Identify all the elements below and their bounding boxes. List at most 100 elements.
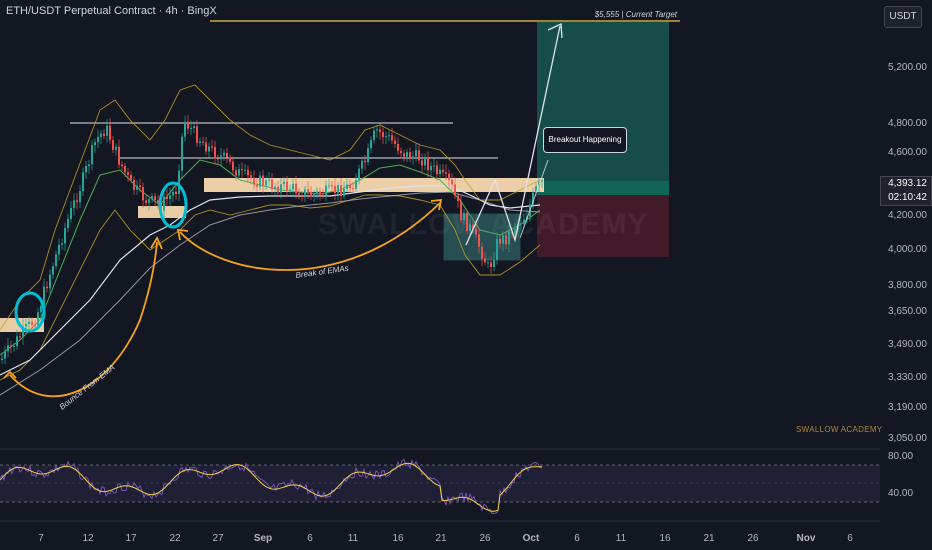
candle-body xyxy=(223,152,225,156)
time-tick: 11 xyxy=(348,533,359,544)
candle-body xyxy=(328,185,330,187)
candle-body xyxy=(418,150,420,161)
candle-body xyxy=(247,169,249,176)
candle-body xyxy=(97,136,99,143)
candle-body xyxy=(13,345,15,347)
candle-body xyxy=(394,140,396,144)
candle-body xyxy=(52,266,54,275)
time-tick: 21 xyxy=(703,533,715,544)
candle-body xyxy=(505,235,507,245)
candle-body xyxy=(4,351,6,359)
candle-body xyxy=(199,141,201,143)
price-tick: 4,000.00 xyxy=(888,244,927,255)
candle-body xyxy=(409,152,411,159)
candle-body xyxy=(439,169,441,175)
candle-body xyxy=(460,200,462,221)
rsi-line xyxy=(0,458,543,515)
candle-body xyxy=(355,179,357,189)
candle-body xyxy=(334,185,336,194)
candle-body xyxy=(241,169,243,171)
time-tick: 6 xyxy=(847,533,853,544)
candle-body xyxy=(316,191,318,195)
candle-body xyxy=(229,157,231,162)
candle-body xyxy=(109,125,111,141)
ema-slow xyxy=(0,185,541,376)
price-tick: 3,190.00 xyxy=(888,402,927,413)
candle-body xyxy=(502,235,504,244)
candle-body xyxy=(226,152,228,158)
candle-body xyxy=(286,181,288,191)
candle-body xyxy=(472,224,474,229)
stop-loss-zone xyxy=(537,195,669,257)
candle-body xyxy=(319,191,321,195)
candle-body xyxy=(106,125,108,136)
candle-body xyxy=(67,218,69,228)
candle-body xyxy=(493,259,495,267)
bollinger-upper xyxy=(0,84,541,331)
time-tick: 12 xyxy=(82,533,94,544)
candle-body xyxy=(157,200,159,204)
rsi-tick-80: 80.00 xyxy=(888,451,913,462)
candle-body xyxy=(262,175,264,186)
price-tick: 3,800.00 xyxy=(888,280,927,291)
candle-body xyxy=(37,312,39,326)
candle-body xyxy=(181,136,183,171)
currency-button[interactable]: USDT xyxy=(884,6,922,28)
candle-body xyxy=(151,196,153,200)
candle-body xyxy=(436,165,438,175)
price-tick: 3,050.00 xyxy=(888,433,927,444)
highlight-ring-1 xyxy=(14,291,46,333)
time-tick: 27 xyxy=(212,533,224,544)
candle-body xyxy=(1,358,3,360)
current-price: 4,393.12 xyxy=(888,178,927,189)
candle-body xyxy=(451,179,453,185)
candle-body xyxy=(148,199,150,204)
candle-body xyxy=(520,223,522,225)
highlight-ring-2 xyxy=(158,181,188,229)
candle-body xyxy=(370,140,372,149)
candle-body xyxy=(367,148,369,163)
candle-body xyxy=(211,146,213,148)
candle-body xyxy=(31,321,33,325)
time-tick: Sep xyxy=(254,533,272,544)
candle-body xyxy=(274,186,276,190)
candle-body xyxy=(304,189,306,198)
candle-body xyxy=(376,129,378,131)
time-tick: 21 xyxy=(435,533,447,544)
candle-body xyxy=(427,157,429,171)
candlestick-series xyxy=(1,115,543,365)
candle-body xyxy=(430,166,432,171)
candle-body xyxy=(139,185,141,188)
time-tick: 17 xyxy=(125,533,137,544)
candle-body xyxy=(532,192,534,205)
candle-body xyxy=(238,169,240,176)
price-tick: 5,200.00 xyxy=(888,62,927,73)
candle-body xyxy=(256,184,258,187)
candle-body xyxy=(469,224,471,231)
academy-label: SWALLOW ACADEMY xyxy=(796,425,883,434)
candle-body xyxy=(307,189,309,192)
candle-body xyxy=(343,189,345,196)
candle-body xyxy=(364,160,366,163)
candle-body xyxy=(22,326,24,338)
candle-body xyxy=(496,238,498,260)
candle-body xyxy=(100,133,102,137)
candle-body xyxy=(325,185,327,196)
candle-body xyxy=(235,170,237,176)
candle-body xyxy=(205,142,207,152)
candle-body xyxy=(73,200,75,208)
candle-body xyxy=(298,193,300,196)
candle-body xyxy=(508,231,510,245)
candle-body xyxy=(136,185,138,190)
candle-body xyxy=(43,286,45,306)
candle-body xyxy=(421,160,423,166)
candle-body xyxy=(397,143,399,151)
rsi-ma-line xyxy=(0,462,543,512)
candle-body xyxy=(424,157,426,166)
candle-body xyxy=(172,191,174,196)
candle-body xyxy=(55,254,57,267)
candle-body xyxy=(118,146,120,165)
candle-body xyxy=(352,188,354,190)
candle-body xyxy=(268,179,270,181)
